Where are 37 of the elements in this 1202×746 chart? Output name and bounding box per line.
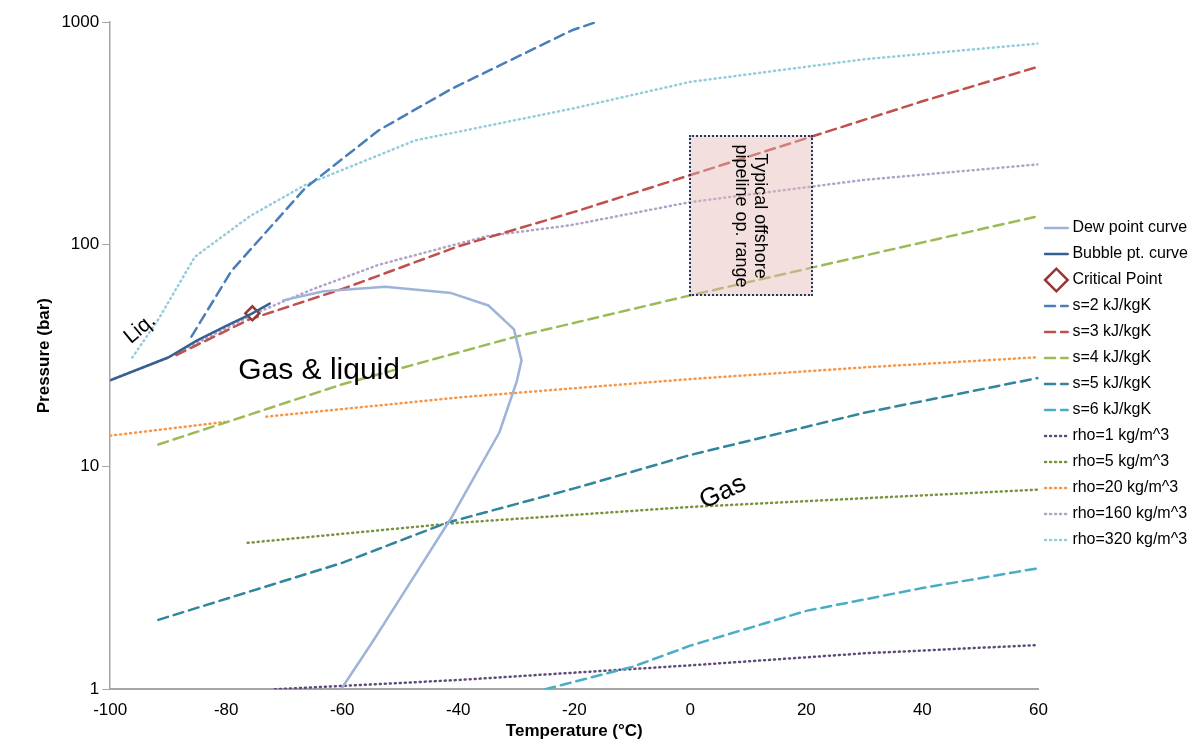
legend-label: s=6 kJ/kgK — [1072, 400, 1152, 418]
legend-label: rho=5 kg/m^3 — [1072, 452, 1170, 470]
shaded-box: Typical offshore pipeline op. range — [689, 135, 813, 297]
x-tick-label: 40 — [912, 700, 932, 720]
y-axis-title: Pressure (bar) — [33, 297, 53, 414]
y-tick-label: 100 — [70, 234, 100, 254]
y-tick-label: 10 — [80, 456, 100, 476]
y-tick-label: 1000 — [61, 11, 100, 31]
legend-label: rho=320 kg/m^3 — [1072, 530, 1188, 548]
x-tick-label: -40 — [445, 700, 471, 720]
y-tick-label: 1 — [89, 678, 100, 698]
legend-label: rho=160 kg/m^3 — [1072, 504, 1188, 522]
x-tick-label: 20 — [796, 700, 816, 720]
x-tick-label: -20 — [562, 700, 587, 720]
legend-label: Bubble pt. curve — [1072, 244, 1189, 262]
x-tick-label: -60 — [329, 700, 355, 720]
x-tick-label: 60 — [1028, 700, 1048, 720]
line-series — [544, 566, 1039, 690]
legend-label: Critical Point — [1072, 270, 1163, 288]
x-tick-label: -80 — [213, 700, 239, 720]
x-tick-label: 0 — [685, 700, 696, 720]
annotation: Gas & liquid — [238, 351, 400, 385]
x-axis-title: Temperature (°C) — [505, 721, 643, 741]
annotation: Gas — [694, 467, 750, 515]
line-series — [273, 643, 1039, 690]
legend-label: rho=20 kg/m^3 — [1072, 478, 1179, 496]
annotation: Liq. — [118, 307, 160, 348]
line-series — [190, 22, 598, 338]
legend-label: Dew point curve — [1072, 218, 1188, 236]
legend-label: s=2 kJ/kgK — [1072, 296, 1152, 314]
legend-label: s=3 kJ/kgK — [1072, 322, 1152, 340]
x-tick-label: -100 — [93, 700, 128, 720]
legend-label: rho=1 kg/m^3 — [1072, 426, 1170, 444]
legend-label: s=5 kJ/kgK — [1072, 374, 1152, 392]
legend-label: s=4 kJ/kgK — [1072, 348, 1152, 366]
annotation: Typical offshore pipeline op. range — [732, 143, 772, 290]
line-series — [157, 214, 1039, 446]
